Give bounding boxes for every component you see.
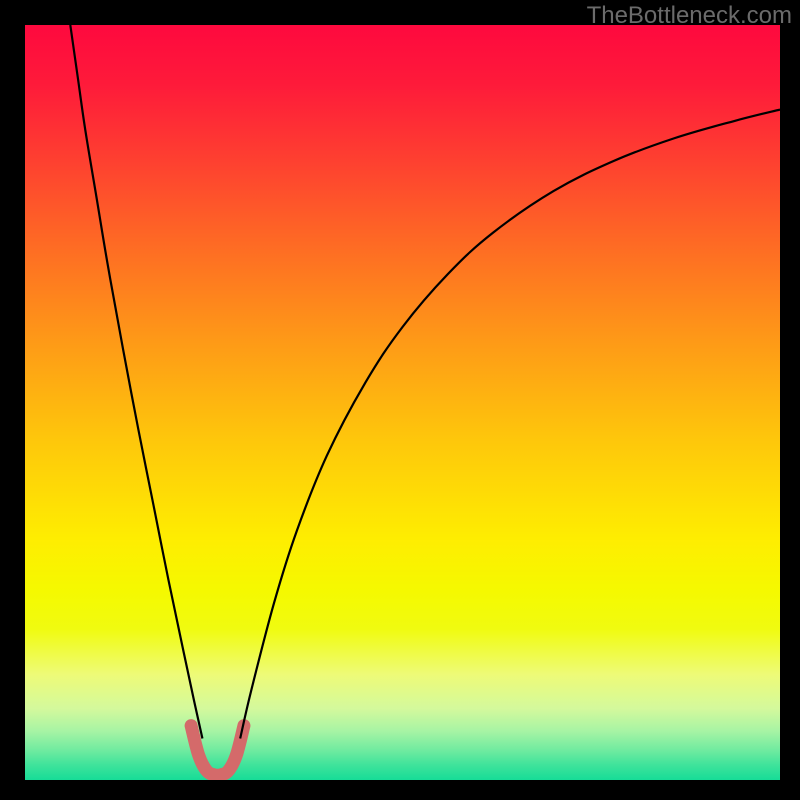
trough-highlight: [191, 726, 244, 776]
curve-right: [240, 110, 780, 739]
bottleneck-chart: [25, 25, 780, 780]
curve-left: [70, 25, 202, 738]
chart-svg: [25, 25, 780, 780]
